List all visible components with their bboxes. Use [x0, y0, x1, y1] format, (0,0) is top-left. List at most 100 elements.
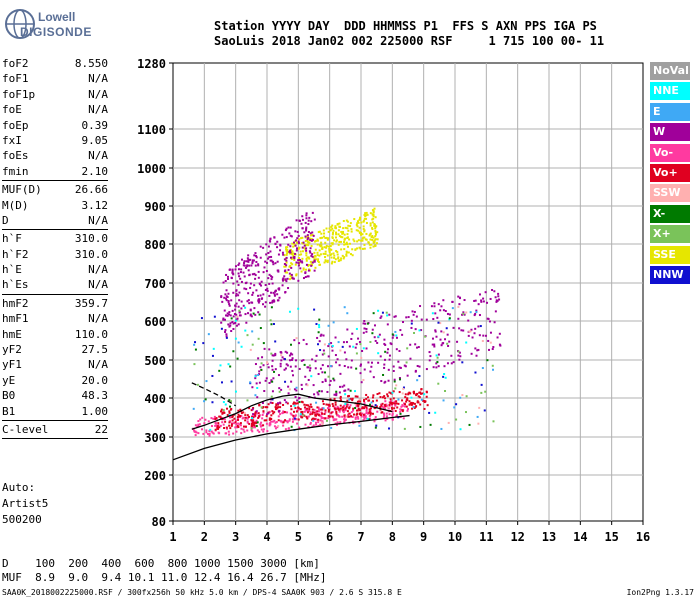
echo-point: [306, 417, 309, 420]
echo-point: [362, 347, 365, 350]
echo-point: [331, 411, 334, 414]
param-value: 26.66: [74, 183, 108, 197]
echo-point: [365, 217, 368, 220]
echo-point: [269, 301, 272, 304]
echo-point: [271, 354, 274, 357]
echo-point: [381, 396, 384, 399]
param-value: 359.7: [74, 296, 108, 310]
echo-point: [292, 374, 295, 377]
echo-point: [293, 401, 296, 404]
echo-point: [249, 282, 252, 285]
echo-point: [361, 407, 364, 410]
echo-point: [457, 354, 460, 357]
echo-point: [234, 321, 237, 324]
echo-point: [357, 403, 360, 406]
echo-point: [340, 248, 343, 251]
echo-point: [468, 423, 471, 426]
echo-point: [386, 405, 389, 408]
echo-point: [401, 410, 404, 413]
echo-point: [270, 418, 273, 421]
echo-point: [355, 367, 358, 370]
echo-point: [231, 321, 234, 324]
echo-point: [313, 393, 316, 396]
echo-point: [320, 241, 323, 244]
echo-point: [238, 262, 241, 265]
echo-point: [244, 313, 247, 316]
echo-point: [492, 368, 495, 371]
echo-point: [214, 422, 217, 425]
echo-point: [249, 381, 252, 384]
echo-point: [374, 235, 377, 238]
echo-point: [307, 256, 310, 259]
echo-point: [354, 346, 357, 349]
echo-point: [298, 261, 301, 264]
echo-point: [343, 409, 346, 412]
echo-point: [488, 320, 491, 323]
echo-point: [222, 411, 225, 414]
echo-point: [297, 234, 300, 237]
echo-point: [365, 347, 368, 350]
model-trace-curve: [191, 393, 393, 430]
echo-point: [282, 277, 285, 280]
echo-point: [384, 405, 387, 408]
echo-point: [253, 413, 256, 416]
echo-point: [194, 430, 197, 433]
echo-point: [321, 353, 324, 356]
echo-point: [286, 364, 289, 367]
echo-point: [368, 408, 371, 411]
x-tick-label: 1: [169, 530, 176, 544]
echo-point: [250, 424, 253, 427]
echo-point: [333, 379, 336, 382]
echo-point: [480, 299, 483, 302]
echo-point: [308, 364, 311, 367]
plot-frame: [172, 62, 644, 522]
echo-point: [235, 324, 238, 327]
echo-point: [357, 417, 360, 420]
echo-point: [309, 247, 312, 250]
echo-point: [291, 250, 294, 253]
echo-point: [315, 401, 318, 404]
echo-point: [479, 325, 482, 328]
param-name: h`F: [2, 232, 22, 246]
echo-point: [262, 430, 265, 433]
echo-point: [416, 346, 419, 349]
echo-point: [371, 235, 374, 238]
echo-point: [332, 419, 335, 422]
echo-point: [290, 235, 293, 238]
echo-point: [345, 415, 348, 418]
legend-item-sse: SSE: [650, 245, 690, 264]
echo-point: [383, 338, 386, 341]
echo-point: [377, 309, 380, 312]
echo-point: [326, 254, 329, 257]
echo-point: [240, 307, 243, 310]
echo-point: [327, 410, 330, 413]
echo-point: [354, 390, 357, 393]
echo-point: [234, 337, 237, 340]
echo-point: [444, 338, 447, 341]
echo-point: [220, 327, 223, 330]
echo-point: [309, 367, 312, 370]
echo-point: [341, 254, 344, 257]
echo-point: [366, 417, 369, 420]
echo-point: [405, 316, 408, 319]
echo-point: [302, 338, 305, 341]
echo-point: [357, 221, 360, 224]
echo-point: [272, 263, 275, 266]
echo-point: [330, 225, 333, 228]
echo-point: [272, 299, 275, 302]
echo-point: [338, 240, 341, 243]
echo-point: [298, 258, 301, 261]
echo-point: [409, 357, 412, 360]
echo-point: [289, 275, 292, 278]
echo-point: [373, 336, 376, 339]
echo-point: [246, 420, 249, 423]
echo-point: [309, 232, 312, 235]
echo-point: [279, 243, 282, 246]
echo-point: [435, 366, 438, 369]
echo-point: [272, 377, 275, 380]
echo-point: [414, 343, 417, 346]
echo-point: [283, 399, 286, 402]
echo-point: [434, 312, 437, 315]
echo-point: [215, 424, 218, 427]
echo-point: [266, 406, 269, 409]
